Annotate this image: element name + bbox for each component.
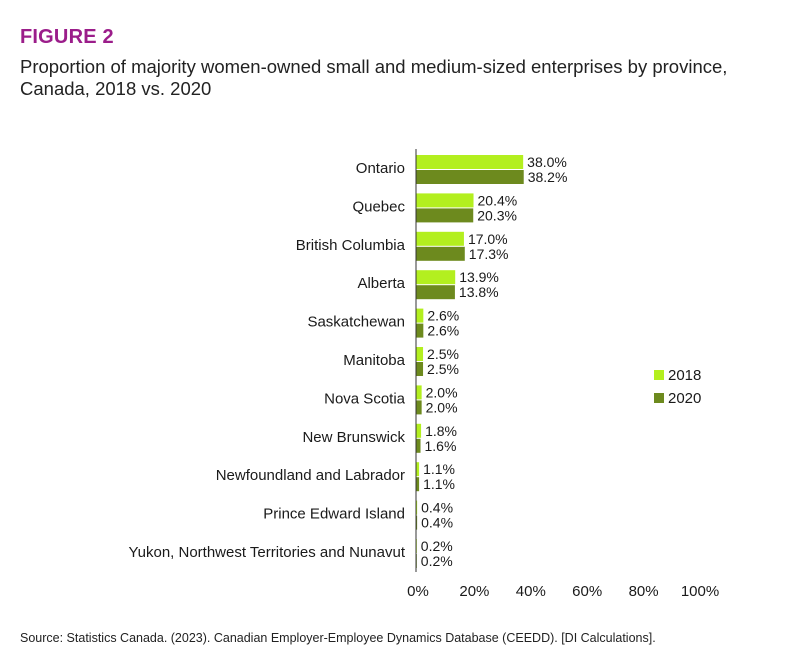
category-label-alberta: Alberta [357, 275, 405, 292]
x-tick-label-60: 60% [572, 583, 602, 600]
category-label-quebec: Quebec [352, 198, 405, 215]
x-tick-label-40: 40% [516, 583, 546, 600]
value-labels: 38.0%38.2% 20.4%20.3% 17.0%17.3% 13.9%13.8%… [421, 154, 568, 569]
bar-prince-edward-island-2018 [416, 500, 418, 515]
category-label-yukon-northwest-territories-and-nunavut: Yukon, Northwest Territories and Nunavut [128, 544, 405, 561]
value-label-nova-scotia-2018: 2.0% [426, 384, 458, 400]
bar-alberta-2020 [416, 285, 455, 300]
legend-swatch-2020 [654, 393, 664, 403]
figure-title: Proportion of majority women-owned small… [20, 56, 728, 99]
value-label-yukon-northwest-territories-and-nunavut-2020: 0.2% [421, 553, 453, 569]
bar-new-brunswick-2018 [416, 423, 422, 438]
bar-saskatchewan-2020 [416, 323, 424, 338]
value-label-new-brunswick-2020: 1.6% [425, 438, 457, 454]
value-label-ontario-2018: 38.0% [527, 154, 567, 170]
category-label-british-columbia: British Columbia [296, 237, 406, 254]
category-label-ontario: Ontario [356, 160, 405, 177]
value-label-newfoundland-and-labrador-2020: 1.1% [423, 476, 455, 492]
source-note: Source: Statistics Canada. (2023). Canad… [20, 631, 656, 645]
x-tick-label-20: 20% [459, 583, 489, 600]
bar-british-columbia-2020 [416, 246, 465, 261]
category-label-saskatchewan: Saskatchewan [307, 314, 405, 331]
value-label-british-columbia-2018: 17.0% [468, 231, 508, 247]
x-tick-label-80: 80% [629, 583, 659, 600]
category-label-nova-scotia: Nova Scotia [324, 390, 406, 407]
category-label-newfoundland-and-labrador: Newfoundland and Labrador [216, 467, 405, 484]
value-label-new-brunswick-2018: 1.8% [425, 423, 457, 439]
bar-ontario-2020 [416, 170, 524, 184]
bar-british-columbia-2018 [416, 231, 464, 246]
value-label-ontario-2020: 38.2% [528, 169, 568, 185]
x-tick-label-100: 100% [681, 583, 719, 600]
value-label-alberta-2020: 13.8% [459, 284, 499, 300]
bar-new-brunswick-2020 [416, 438, 421, 453]
x-tick-label-0: 0% [407, 583, 429, 600]
bar-newfoundland-and-labrador-2020 [416, 477, 420, 492]
bar-saskatchewan-2018 [416, 308, 424, 323]
bar-newfoundland-and-labrador-2018 [416, 462, 420, 477]
value-label-manitoba-2018: 2.5% [427, 346, 459, 362]
bar-manitoba-2020 [416, 362, 424, 376]
value-label-prince-edward-island-2020: 0.4% [421, 515, 453, 531]
category-label-new-brunswick: New Brunswick [302, 429, 405, 446]
value-label-yukon-northwest-territories-and-nunavut-2018: 0.2% [421, 538, 453, 554]
value-label-manitoba-2020: 2.5% [427, 361, 459, 377]
bar-nova-scotia-2020 [416, 400, 422, 415]
bar-quebec-2018 [416, 193, 474, 208]
bar-quebec-2020 [416, 208, 474, 223]
bar-nova-scotia-2018 [416, 385, 422, 400]
category-label-manitoba: Manitoba [343, 352, 405, 369]
bar-ontario-2018 [416, 155, 524, 169]
legend-swatch-2018 [654, 370, 664, 380]
value-label-alberta-2018: 13.9% [459, 269, 499, 285]
x-axis-ticks: 0% 20% 40% 60% 80% 100% [407, 583, 719, 600]
value-label-prince-edward-island-2018: 0.4% [421, 500, 453, 516]
value-label-quebec-2020: 20.3% [477, 207, 517, 223]
value-label-british-columbia-2020: 17.3% [469, 246, 509, 262]
bar-prince-edward-island-2020 [416, 515, 418, 530]
value-label-saskatchewan-2020: 2.6% [427, 323, 459, 339]
value-label-saskatchewan-2018: 2.6% [427, 308, 459, 324]
value-label-newfoundland-and-labrador-2018: 1.1% [423, 461, 455, 477]
category-labels: Ontario Quebec British Columbia Alberta Sask… [128, 160, 405, 561]
category-label-prince-edward-island: Prince Edward Island [263, 506, 405, 523]
legend-label-2018: 2018 [668, 367, 701, 384]
legend-label-2020: 2020 [668, 390, 701, 407]
value-label-quebec-2018: 20.4% [478, 192, 518, 208]
legend: 2018 2020 [654, 367, 701, 407]
figure-label: FIGURE 2 [20, 26, 114, 48]
value-label-nova-scotia-2020: 2.0% [426, 399, 458, 415]
bar-manitoba-2018 [416, 347, 424, 361]
bar-alberta-2018 [416, 270, 456, 285]
